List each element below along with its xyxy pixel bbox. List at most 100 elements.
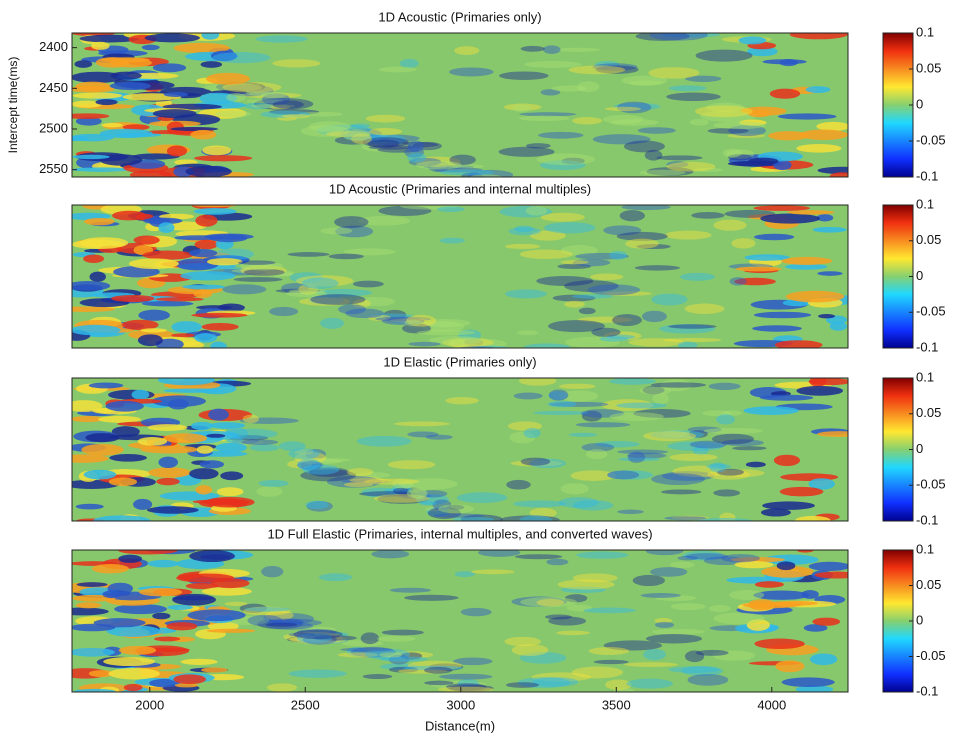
texture-blob [114, 603, 167, 615]
texture-blob [635, 33, 690, 41]
texture-blob [669, 453, 718, 462]
texture-blob [378, 205, 432, 216]
texture-blob [753, 233, 795, 241]
texture-blob [266, 621, 314, 630]
texture-blob [247, 614, 283, 627]
texture-blob [147, 424, 188, 431]
texture-blob [240, 265, 287, 276]
texture-blob [661, 429, 688, 438]
texture-blob [439, 169, 495, 176]
colorbar-tick-label: 0.05 [916, 405, 941, 420]
texture-blob [728, 125, 767, 137]
texture-blob [585, 449, 608, 460]
colorbar [882, 549, 914, 693]
texture-blob [610, 119, 659, 126]
texture-blob [809, 378, 827, 387]
texture-blob [591, 327, 621, 337]
texture-blob [189, 249, 218, 258]
texture-blob [713, 489, 741, 497]
texture-blob [684, 303, 725, 314]
texture-blob [616, 231, 668, 241]
texture-blob [340, 647, 393, 652]
texture-blob [295, 631, 349, 638]
texture-blob [666, 92, 721, 102]
texture-blob [242, 414, 260, 424]
texture-blob [556, 47, 600, 52]
texture-blob [248, 91, 275, 97]
texture-blob [404, 594, 459, 601]
texture-blob [371, 550, 410, 559]
texture-blob [817, 166, 848, 175]
texture-blob [464, 338, 484, 347]
texture-blob [140, 328, 168, 333]
texture-blob [747, 109, 771, 118]
texture-blob [206, 433, 226, 438]
texture-blob [748, 157, 779, 165]
texture-blob [359, 491, 417, 497]
texture-blob [365, 114, 406, 123]
texture-blob [173, 674, 206, 685]
texture-blob [609, 412, 664, 421]
texture-blob [253, 98, 314, 110]
texture-blob [298, 297, 351, 306]
texture-blob [548, 616, 587, 626]
colorbar-tick-label: 0.05 [916, 577, 941, 592]
texture-blob [734, 277, 776, 286]
texture-blob [577, 81, 600, 93]
image-frame [71, 32, 849, 178]
texture-blob [194, 333, 217, 343]
texture-blob [551, 85, 587, 92]
texture-blob [170, 126, 219, 131]
panel-title: 1D Elastic (Primaries only) [383, 354, 536, 369]
texture-blob [692, 445, 709, 456]
texture-blob [206, 628, 256, 633]
texture-blob [812, 617, 841, 626]
texture-blob [781, 677, 835, 687]
texture-blob [659, 324, 716, 334]
texture-blob [72, 400, 103, 412]
texture-blob [507, 421, 543, 431]
texture-blob [288, 448, 320, 460]
texture-blob [363, 478, 420, 485]
texture-blob [799, 129, 848, 141]
texture-blob [668, 324, 717, 329]
texture-blob [633, 409, 691, 418]
texture-blob [426, 506, 449, 517]
colorbar-tick-label: -0.05 [916, 648, 946, 663]
texture-blob [378, 66, 417, 73]
texture-blob [123, 683, 143, 692]
texture-blob [110, 295, 155, 302]
texture-blob [624, 662, 679, 667]
panel-title: 1D Full Elastic (Primaries, internal mul… [267, 526, 652, 541]
texture-blob [735, 266, 782, 272]
texture-blob [500, 515, 560, 521]
texture-blob [374, 494, 430, 503]
texture-blob [621, 75, 668, 86]
texture-blob [519, 652, 567, 664]
texture-blob [796, 144, 842, 153]
texture-blob [297, 461, 324, 470]
texture-blob [525, 143, 551, 149]
texture-blob [695, 105, 753, 118]
texture-blob [286, 635, 341, 643]
texture-blob [289, 635, 347, 644]
texture-blob [272, 100, 304, 109]
texture-blob [298, 284, 318, 295]
texture-blob [415, 160, 463, 170]
texture-blob [288, 288, 326, 295]
texture-blob [603, 331, 642, 341]
texture-blob [397, 492, 432, 499]
texture-blob [72, 154, 110, 160]
image-frame [71, 377, 849, 522]
texture-blob [193, 208, 237, 215]
texture-blob [428, 663, 464, 671]
texture-blob [720, 554, 761, 563]
texture-blob [404, 146, 425, 158]
texture-blob [575, 422, 631, 428]
texture-blob [623, 140, 665, 153]
texture-blob [209, 234, 248, 243]
texture-blob [202, 145, 232, 156]
colorbar-tick-label: -0.05 [916, 132, 946, 147]
panel-title: 1D Acoustic (Primaries and internal mult… [329, 181, 591, 196]
texture-blob [664, 516, 707, 521]
